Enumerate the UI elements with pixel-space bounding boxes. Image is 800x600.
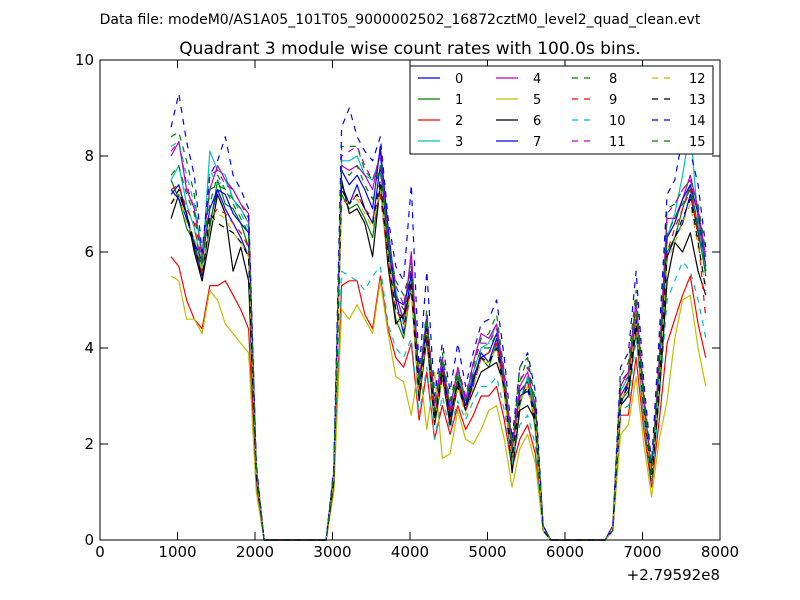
x-tick-label: 3000 [313, 543, 351, 561]
legend-label-15: 15 [689, 135, 706, 150]
series-line-14 [170, 92, 707, 541]
legend-label-12: 12 [689, 72, 706, 87]
legend-label-6: 6 [533, 114, 541, 129]
legend-label-3: 3 [455, 135, 463, 150]
legend-label-13: 13 [689, 93, 706, 108]
legend-label-9: 9 [609, 93, 617, 108]
x-offset-label: +2.79592e8 [627, 566, 720, 584]
legend-label-4: 4 [533, 72, 541, 87]
y-tick-label: 2 [84, 435, 94, 453]
y-tick-label: 4 [84, 339, 94, 357]
x-tick-label: 8000 [701, 543, 739, 561]
suptitle: Data file: modeM0/AS1A05_101T05_90000025… [100, 12, 701, 28]
legend-label-2: 2 [455, 114, 463, 129]
legend-label-8: 8 [609, 72, 617, 87]
y-tick-label: 0 [84, 531, 94, 549]
series-line-9 [170, 184, 707, 541]
legend-label-7: 7 [533, 135, 541, 150]
series-line-10 [170, 141, 707, 541]
x-tick-label: 7000 [623, 543, 661, 561]
plot-frame [99, 59, 721, 541]
legend-label-11: 11 [609, 135, 626, 150]
legend-label-10: 10 [609, 114, 626, 129]
x-tick-label: 0 [95, 543, 105, 561]
x-tick-label: 2000 [236, 543, 274, 561]
series-line-13 [170, 179, 707, 541]
series-layer [170, 92, 707, 541]
series-line-12 [170, 189, 707, 541]
legend-label-14: 14 [689, 114, 706, 129]
legend-box [409, 65, 714, 155]
series-line-8 [170, 131, 707, 541]
series-line-15 [170, 165, 707, 541]
legend-label-0: 0 [455, 72, 463, 87]
x-tick-label: 5000 [468, 543, 506, 561]
y-tick-label: 6 [84, 243, 94, 261]
series-line-2 [170, 256, 707, 541]
x-tick-label: 1000 [158, 543, 196, 561]
x-tick-label: 4000 [391, 543, 429, 561]
y-tick-label: 10 [75, 51, 94, 69]
x-tick-label: 6000 [546, 543, 584, 561]
legend-label-5: 5 [533, 93, 541, 108]
y-tick-label: 8 [84, 147, 94, 165]
series-line-4 [170, 141, 707, 541]
legend-label-1: 1 [455, 93, 463, 108]
chart-title: Quadrant 3 module wise count rates with … [179, 39, 640, 59]
